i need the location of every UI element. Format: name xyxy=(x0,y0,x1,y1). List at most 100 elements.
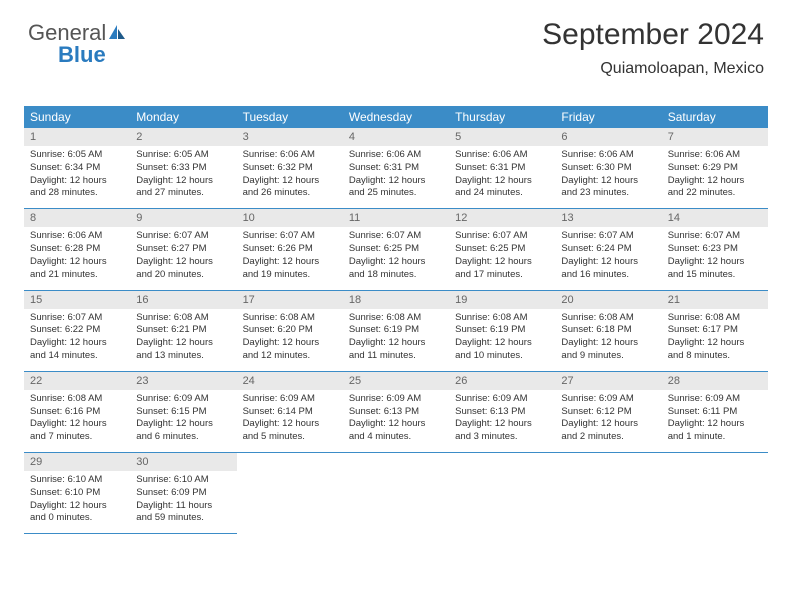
day-number: 22 xyxy=(24,372,130,390)
day-info: Sunrise: 6:06 AMSunset: 6:30 PMDaylight:… xyxy=(555,146,661,200)
day-number: 15 xyxy=(24,291,130,309)
calendar-day-cell: 25Sunrise: 6:09 AMSunset: 6:13 PMDayligh… xyxy=(343,372,449,453)
calendar-day-cell: 23Sunrise: 6:09 AMSunset: 6:15 PMDayligh… xyxy=(130,372,236,453)
day-number: 1 xyxy=(24,128,130,146)
calendar-day-cell: 2Sunrise: 6:05 AMSunset: 6:33 PMDaylight… xyxy=(130,128,236,209)
day-info: Sunrise: 6:07 AMSunset: 6:25 PMDaylight:… xyxy=(343,227,449,281)
day-info: Sunrise: 6:09 AMSunset: 6:11 PMDaylight:… xyxy=(662,390,768,444)
calendar-day-cell: 13Sunrise: 6:07 AMSunset: 6:24 PMDayligh… xyxy=(555,209,661,290)
weekday-header: Sunday xyxy=(24,106,130,128)
day-info: Sunrise: 6:09 AMSunset: 6:13 PMDaylight:… xyxy=(343,390,449,444)
calendar-day-cell: 10Sunrise: 6:07 AMSunset: 6:26 PMDayligh… xyxy=(237,209,343,290)
day-number: 13 xyxy=(555,209,661,227)
day-number: 24 xyxy=(237,372,343,390)
calendar-day-cell: 4Sunrise: 6:06 AMSunset: 6:31 PMDaylight… xyxy=(343,128,449,209)
day-info: Sunrise: 6:06 AMSunset: 6:28 PMDaylight:… xyxy=(24,227,130,281)
calendar-day-cell: 20Sunrise: 6:08 AMSunset: 6:18 PMDayligh… xyxy=(555,291,661,372)
calendar-day-cell: 17Sunrise: 6:08 AMSunset: 6:20 PMDayligh… xyxy=(237,291,343,372)
day-info: Sunrise: 6:09 AMSunset: 6:13 PMDaylight:… xyxy=(449,390,555,444)
day-info: Sunrise: 6:08 AMSunset: 6:18 PMDaylight:… xyxy=(555,309,661,363)
calendar-day-cell: 7Sunrise: 6:06 AMSunset: 6:29 PMDaylight… xyxy=(662,128,768,209)
calendar-day-cell: 21Sunrise: 6:08 AMSunset: 6:17 PMDayligh… xyxy=(662,291,768,372)
calendar-day-cell: 26Sunrise: 6:09 AMSunset: 6:13 PMDayligh… xyxy=(449,372,555,453)
calendar-day-cell: 24Sunrise: 6:09 AMSunset: 6:14 PMDayligh… xyxy=(237,372,343,453)
calendar-day-cell: 16Sunrise: 6:08 AMSunset: 6:21 PMDayligh… xyxy=(130,291,236,372)
day-number: 26 xyxy=(449,372,555,390)
day-number: 6 xyxy=(555,128,661,146)
calendar-day-cell: 1Sunrise: 6:05 AMSunset: 6:34 PMDaylight… xyxy=(24,128,130,209)
day-info: Sunrise: 6:08 AMSunset: 6:21 PMDaylight:… xyxy=(130,309,236,363)
calendar-day-cell: 15Sunrise: 6:07 AMSunset: 6:22 PMDayligh… xyxy=(24,291,130,372)
calendar-day-cell: 22Sunrise: 6:08 AMSunset: 6:16 PMDayligh… xyxy=(24,372,130,453)
day-info: Sunrise: 6:05 AMSunset: 6:34 PMDaylight:… xyxy=(24,146,130,200)
day-number: 23 xyxy=(130,372,236,390)
day-info: Sunrise: 6:10 AMSunset: 6:10 PMDaylight:… xyxy=(24,471,130,525)
calendar-day-cell: 30Sunrise: 6:10 AMSunset: 6:09 PMDayligh… xyxy=(130,453,236,534)
day-info: Sunrise: 6:05 AMSunset: 6:33 PMDaylight:… xyxy=(130,146,236,200)
day-info: Sunrise: 6:07 AMSunset: 6:25 PMDaylight:… xyxy=(449,227,555,281)
weekday-header: Monday xyxy=(130,106,236,128)
day-number: 2 xyxy=(130,128,236,146)
calendar-empty-cell xyxy=(662,453,768,534)
calendar-day-cell: 19Sunrise: 6:08 AMSunset: 6:19 PMDayligh… xyxy=(449,291,555,372)
calendar: Sunday Monday Tuesday Wednesday Thursday… xyxy=(24,106,768,534)
day-info: Sunrise: 6:06 AMSunset: 6:31 PMDaylight:… xyxy=(449,146,555,200)
day-number: 16 xyxy=(130,291,236,309)
weekday-header: Wednesday xyxy=(343,106,449,128)
day-number: 3 xyxy=(237,128,343,146)
day-info: Sunrise: 6:06 AMSunset: 6:29 PMDaylight:… xyxy=(662,146,768,200)
calendar-day-cell: 27Sunrise: 6:09 AMSunset: 6:12 PMDayligh… xyxy=(555,372,661,453)
weekday-header: Saturday xyxy=(662,106,768,128)
day-number: 14 xyxy=(662,209,768,227)
day-info: Sunrise: 6:08 AMSunset: 6:19 PMDaylight:… xyxy=(449,309,555,363)
day-number: 30 xyxy=(130,453,236,471)
calendar-day-cell: 8Sunrise: 6:06 AMSunset: 6:28 PMDaylight… xyxy=(24,209,130,290)
day-info: Sunrise: 6:06 AMSunset: 6:32 PMDaylight:… xyxy=(237,146,343,200)
day-number: 18 xyxy=(343,291,449,309)
weekday-header: Friday xyxy=(555,106,661,128)
day-number: 7 xyxy=(662,128,768,146)
weekday-header-row: Sunday Monday Tuesday Wednesday Thursday… xyxy=(24,106,768,128)
day-number: 28 xyxy=(662,372,768,390)
day-info: Sunrise: 6:07 AMSunset: 6:27 PMDaylight:… xyxy=(130,227,236,281)
calendar-day-cell: 3Sunrise: 6:06 AMSunset: 6:32 PMDaylight… xyxy=(237,128,343,209)
calendar-empty-cell xyxy=(555,453,661,534)
calendar-empty-cell xyxy=(449,453,555,534)
day-info: Sunrise: 6:07 AMSunset: 6:22 PMDaylight:… xyxy=(24,309,130,363)
day-info: Sunrise: 6:10 AMSunset: 6:09 PMDaylight:… xyxy=(130,471,236,525)
calendar-grid: 1Sunrise: 6:05 AMSunset: 6:34 PMDaylight… xyxy=(24,128,768,534)
calendar-day-cell: 9Sunrise: 6:07 AMSunset: 6:27 PMDaylight… xyxy=(130,209,236,290)
calendar-day-cell: 29Sunrise: 6:10 AMSunset: 6:10 PMDayligh… xyxy=(24,453,130,534)
calendar-empty-cell xyxy=(343,453,449,534)
calendar-day-cell: 11Sunrise: 6:07 AMSunset: 6:25 PMDayligh… xyxy=(343,209,449,290)
calendar-day-cell: 14Sunrise: 6:07 AMSunset: 6:23 PMDayligh… xyxy=(662,209,768,290)
logo-text-blue: Blue xyxy=(58,42,106,68)
day-info: Sunrise: 6:08 AMSunset: 6:20 PMDaylight:… xyxy=(237,309,343,363)
day-number: 11 xyxy=(343,209,449,227)
day-number: 25 xyxy=(343,372,449,390)
day-info: Sunrise: 6:07 AMSunset: 6:24 PMDaylight:… xyxy=(555,227,661,281)
calendar-day-cell: 6Sunrise: 6:06 AMSunset: 6:30 PMDaylight… xyxy=(555,128,661,209)
day-info: Sunrise: 6:08 AMSunset: 6:17 PMDaylight:… xyxy=(662,309,768,363)
day-number: 29 xyxy=(24,453,130,471)
month-title: September 2024 xyxy=(542,18,764,52)
calendar-empty-cell xyxy=(237,453,343,534)
day-number: 27 xyxy=(555,372,661,390)
calendar-day-cell: 28Sunrise: 6:09 AMSunset: 6:11 PMDayligh… xyxy=(662,372,768,453)
weekday-header: Thursday xyxy=(449,106,555,128)
day-info: Sunrise: 6:09 AMSunset: 6:12 PMDaylight:… xyxy=(555,390,661,444)
calendar-day-cell: 18Sunrise: 6:08 AMSunset: 6:19 PMDayligh… xyxy=(343,291,449,372)
day-info: Sunrise: 6:08 AMSunset: 6:19 PMDaylight:… xyxy=(343,309,449,363)
day-info: Sunrise: 6:06 AMSunset: 6:31 PMDaylight:… xyxy=(343,146,449,200)
day-number: 21 xyxy=(662,291,768,309)
weekday-header: Tuesday xyxy=(237,106,343,128)
day-number: 19 xyxy=(449,291,555,309)
day-number: 8 xyxy=(24,209,130,227)
day-info: Sunrise: 6:09 AMSunset: 6:15 PMDaylight:… xyxy=(130,390,236,444)
day-number: 20 xyxy=(555,291,661,309)
day-info: Sunrise: 6:09 AMSunset: 6:14 PMDaylight:… xyxy=(237,390,343,444)
day-info: Sunrise: 6:07 AMSunset: 6:23 PMDaylight:… xyxy=(662,227,768,281)
calendar-day-cell: 5Sunrise: 6:06 AMSunset: 6:31 PMDaylight… xyxy=(449,128,555,209)
day-info: Sunrise: 6:08 AMSunset: 6:16 PMDaylight:… xyxy=(24,390,130,444)
day-number: 17 xyxy=(237,291,343,309)
